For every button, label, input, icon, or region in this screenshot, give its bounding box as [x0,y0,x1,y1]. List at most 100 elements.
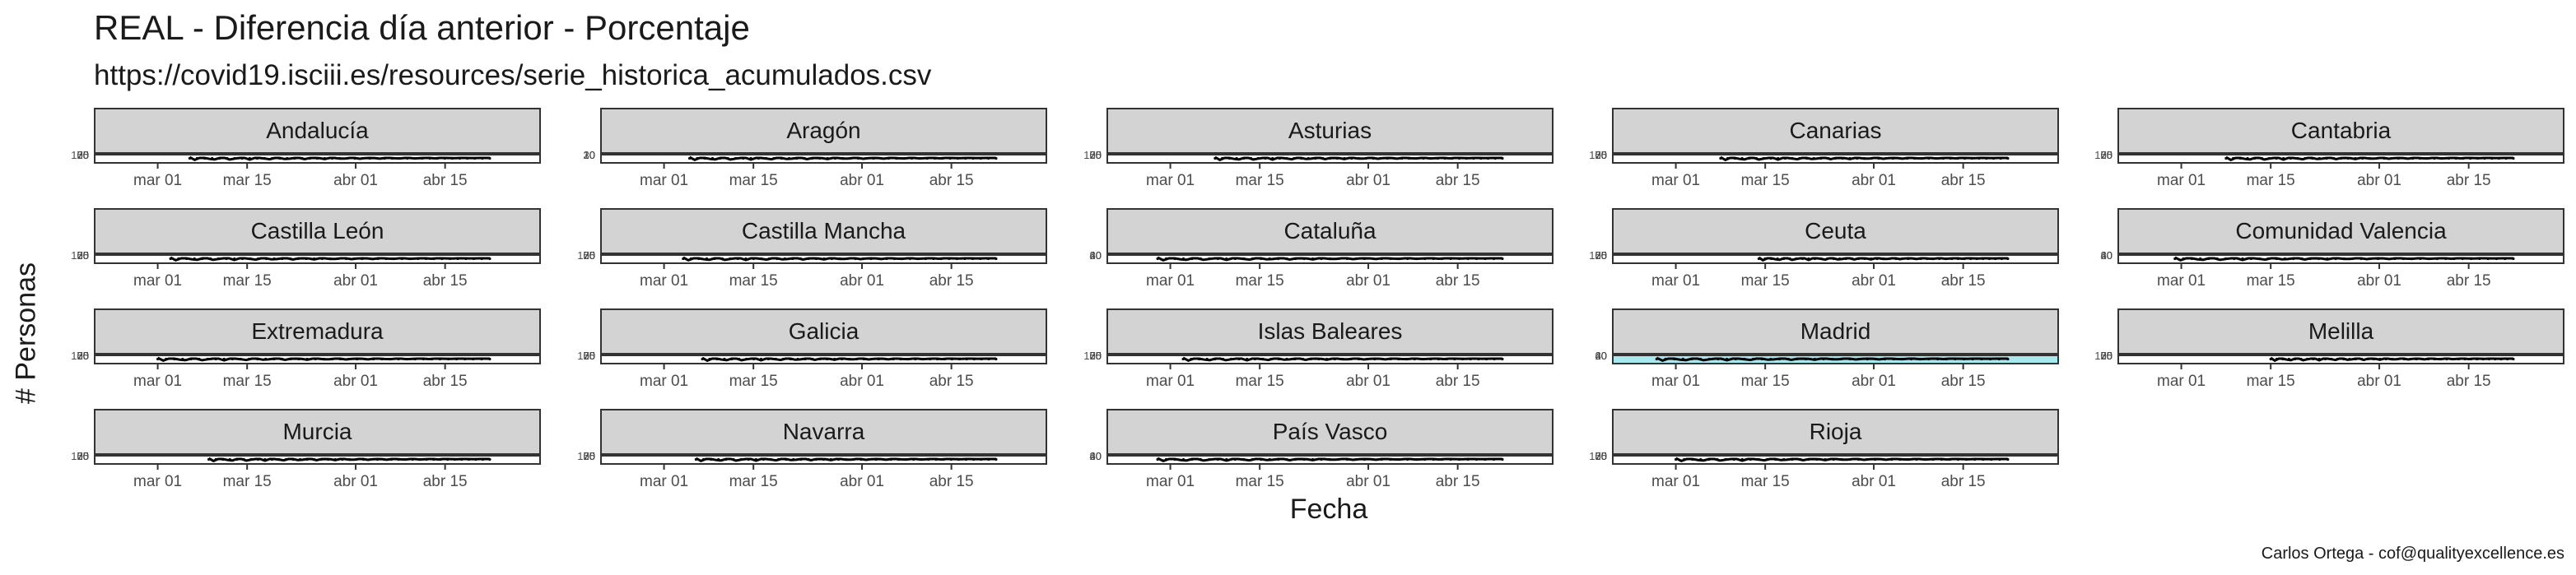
data-point [836,457,841,461]
data-point [432,257,436,261]
x-tick-label: abr 01 [840,172,884,189]
data-point [1950,257,1954,261]
data-point [2409,357,2412,361]
data-point [1975,257,1978,261]
data-point [347,357,351,361]
data-point [1466,257,1470,261]
data-point [939,257,943,261]
data-point [2281,357,2285,361]
data-point [1432,457,1435,461]
data-point [964,457,968,461]
data-point [703,156,706,160]
data-point [971,156,975,160]
x-tick-label: abr 15 [1435,272,1480,290]
data-point [877,357,880,361]
data-point [2490,156,2494,160]
data-point [1372,156,1375,160]
data-point [1898,156,1902,160]
data-point [1857,357,1861,361]
data-point [1328,257,1332,261]
data-point [1493,357,1496,361]
data-point [413,156,417,160]
data-point [1233,457,1237,461]
data-point [2494,257,2498,261]
data-point [369,457,372,461]
data-point [286,156,289,160]
data-point [2241,257,2244,261]
data-point [979,257,982,261]
data-point [1199,457,1202,461]
data-point [1173,457,1176,461]
data-point [1246,357,1249,361]
data-point [847,357,851,361]
data-point [874,457,878,461]
x-tick-label: mar 01 [1145,272,1195,290]
data-point [313,257,316,261]
data-point [346,156,349,160]
data-point [2282,156,2285,160]
data-point [231,357,234,361]
data-point [1931,457,1935,461]
data-point [2332,156,2336,160]
data-point [198,357,201,361]
data-point [1443,156,1446,160]
data-point [1699,357,1703,361]
data-point [222,357,226,361]
data-point [1469,357,1472,361]
x-tick-label: mar 15 [729,473,778,490]
data-point [1949,156,1952,160]
data-point [795,156,799,160]
data-point [1870,156,1873,160]
data-point [818,357,822,361]
data-point [1271,156,1274,160]
data-point [443,156,446,160]
data-point [1357,357,1360,361]
data-point [1991,156,1996,160]
data-point [742,156,745,160]
data-point [2260,156,2264,160]
data-point [1813,257,1817,261]
data-point [2512,357,2515,361]
data-point [1208,257,1211,261]
x-tick-label: mar 15 [1235,272,1284,290]
data-point [1900,257,1903,261]
data-point [2360,357,2364,361]
data-point [774,357,777,361]
data-point [1956,257,1959,261]
data-point [1268,457,1271,461]
data-point [1800,257,1804,261]
data-point [995,357,998,361]
data-point [270,457,273,461]
data-point [1892,357,1895,361]
data-point [368,257,372,261]
x-tick-label: abr 01 [333,172,378,189]
data-point [2393,257,2397,261]
data-point [1681,357,1684,361]
data-point [2447,156,2450,160]
data-point [1389,257,1392,261]
data-point [841,357,844,361]
data-point [217,257,220,261]
data-point [338,357,342,361]
data-point [762,457,765,461]
facet-panel: Extremadura mar 01 mar 15 abr 01 abr 15 100 75… [71,308,541,391]
data-point [424,257,427,261]
data-point [1199,257,1202,261]
x-tick-label: mar 01 [639,272,689,290]
x-tick-label: abr 15 [929,473,974,490]
data-point [1156,457,1159,461]
facet-strip-label: Canarias [1612,108,2059,154]
data-point [987,156,990,160]
data-point [1321,156,1325,160]
data-point [1458,457,1461,461]
facet-panel: Rioja mar 01 mar 15 abr 01 abr 15 100 75 50 25 0 [1589,409,2059,491]
x-tick-label: abr 01 [840,373,884,390]
facet-strip-label: Castilla Mancha [600,208,1047,254]
data-point [980,357,983,361]
data-point [1866,357,1869,361]
chart-subtitle: https://covid19.isciii.es/resources/seri… [94,59,932,91]
data-point [1337,457,1340,461]
data-point [2190,257,2193,261]
data-point [1465,156,1468,160]
data-point [436,156,439,160]
